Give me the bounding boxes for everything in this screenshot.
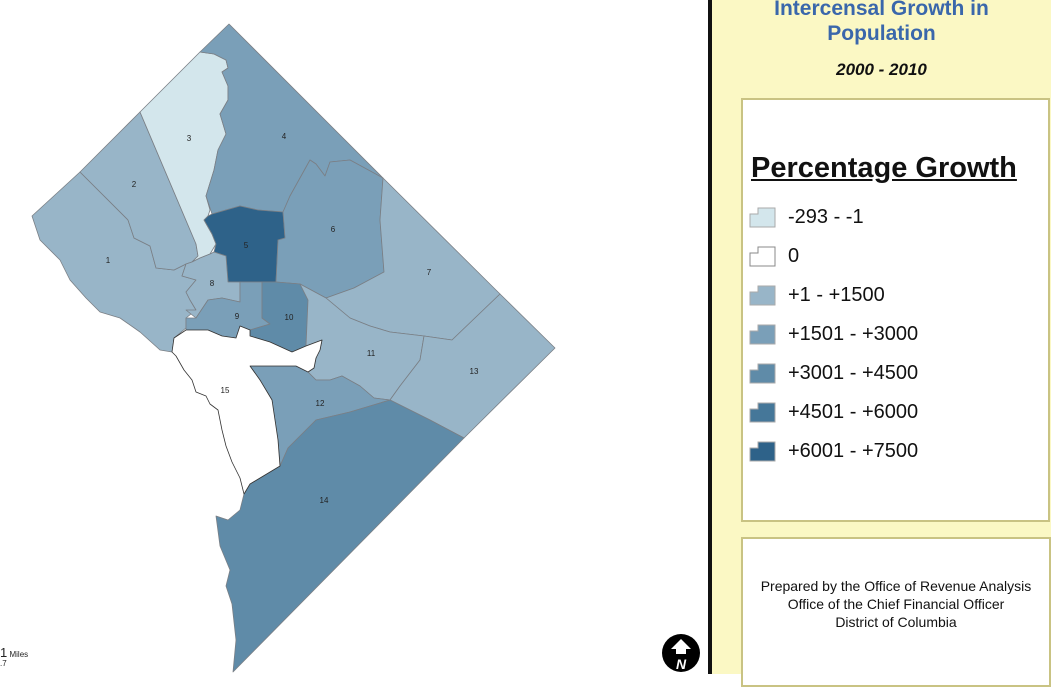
- ward-map: 1 2 3 4 5 6 7 8 9 10 11 12 13 14 15: [31, 23, 556, 673]
- legend-item: +4501 - +6000: [749, 399, 918, 425]
- legend-swatch-icon: [749, 285, 776, 306]
- scale-value: 1: [0, 645, 8, 660]
- legend-label: +1 - +1500: [788, 283, 885, 306]
- legend-swatch-icon: [749, 402, 776, 423]
- ward-label-1: 1: [106, 256, 111, 265]
- legend-swatch-icon: [749, 207, 776, 228]
- map-subtitle: 2000 - 2010: [836, 60, 927, 79]
- ward-label-15: 15: [221, 386, 230, 395]
- legend-heading: Percentage Growth: [751, 152, 1017, 184]
- legend-item: 0: [749, 243, 799, 269]
- legend-item: +1 - +1500: [749, 282, 885, 308]
- ward-label-2: 2: [132, 180, 137, 189]
- ward-label-9: 9: [235, 312, 240, 321]
- ward-label-12: 12: [316, 399, 325, 408]
- legend-item: +6001 - +7500: [749, 438, 918, 464]
- credits-box: Prepared by the Office of Revenue Analys…: [741, 537, 1051, 687]
- legend-label: +4501 - +6000: [788, 400, 919, 423]
- ward-label-13: 13: [470, 367, 479, 376]
- north-letter: N: [676, 656, 687, 672]
- ward-label-11: 11: [367, 349, 376, 358]
- ward-label-10: 10: [285, 313, 294, 322]
- legend-item: +1501 - +3000: [749, 321, 918, 347]
- map-area: 1 2 3 4 5 6 7 8 9 10 11 12 13 14 15 1 Mi…: [0, 23, 701, 673]
- ward-label-14: 14: [320, 496, 329, 505]
- ward-label-3: 3: [187, 134, 192, 143]
- north-arrow-icon: N: [661, 633, 701, 673]
- scale-sub: .7: [0, 659, 7, 668]
- scale-bar: 1 Miles .7: [0, 645, 29, 668]
- legend-label: 0: [788, 244, 800, 267]
- map-title: Intercensal Growth in Population: [712, 0, 1051, 46]
- ward-labels: 1 2 3 4 5 6 7 8 9 10 11 12 13 14 15: [106, 132, 479, 505]
- legend-item: +3001 - +4500: [749, 360, 918, 386]
- credits-line-1: Prepared by the Office of Revenue Analys…: [760, 578, 1032, 594]
- legend-label: -293 - -1: [788, 205, 864, 228]
- legend-label: +6001 - +7500: [788, 439, 919, 462]
- ward-label-8: 8: [210, 279, 215, 288]
- ward-label-6: 6: [331, 225, 336, 234]
- ward-label-7: 7: [427, 268, 432, 277]
- scale-unit: Miles: [9, 650, 29, 659]
- legend-swatch-icon: [749, 324, 776, 345]
- title-line-2: Population: [827, 22, 936, 45]
- legend-box: Percentage Growth -293 - -1 0 +1 - +1500…: [741, 98, 1050, 522]
- legend-label: +1501 - +3000: [788, 322, 919, 345]
- ward-label-4: 4: [282, 132, 287, 141]
- ward-label-5: 5: [244, 241, 249, 250]
- credits-text: Prepared by the Office of Revenue Analys…: [741, 577, 1051, 631]
- credits-line-2: Office of the Chief Financial Officer: [787, 596, 1005, 612]
- legend-swatch-icon: [749, 246, 776, 267]
- legend-swatch-icon: [749, 363, 776, 384]
- legend-swatch-icon: [749, 441, 776, 462]
- ward-15[interactable]: [171, 325, 323, 495]
- panel-divider: [708, 0, 712, 674]
- ward-14[interactable]: [215, 399, 465, 673]
- legend-item: -293 - -1: [749, 204, 864, 230]
- ward-13[interactable]: [389, 293, 556, 439]
- legend-label: +3001 - +4500: [788, 361, 919, 384]
- credits-line-3: District of Columbia: [835, 614, 957, 630]
- title-line-1: Intercensal Growth in: [774, 0, 989, 20]
- legend-panel: Intercensal Growth in Population 2000 - …: [712, 0, 1051, 687]
